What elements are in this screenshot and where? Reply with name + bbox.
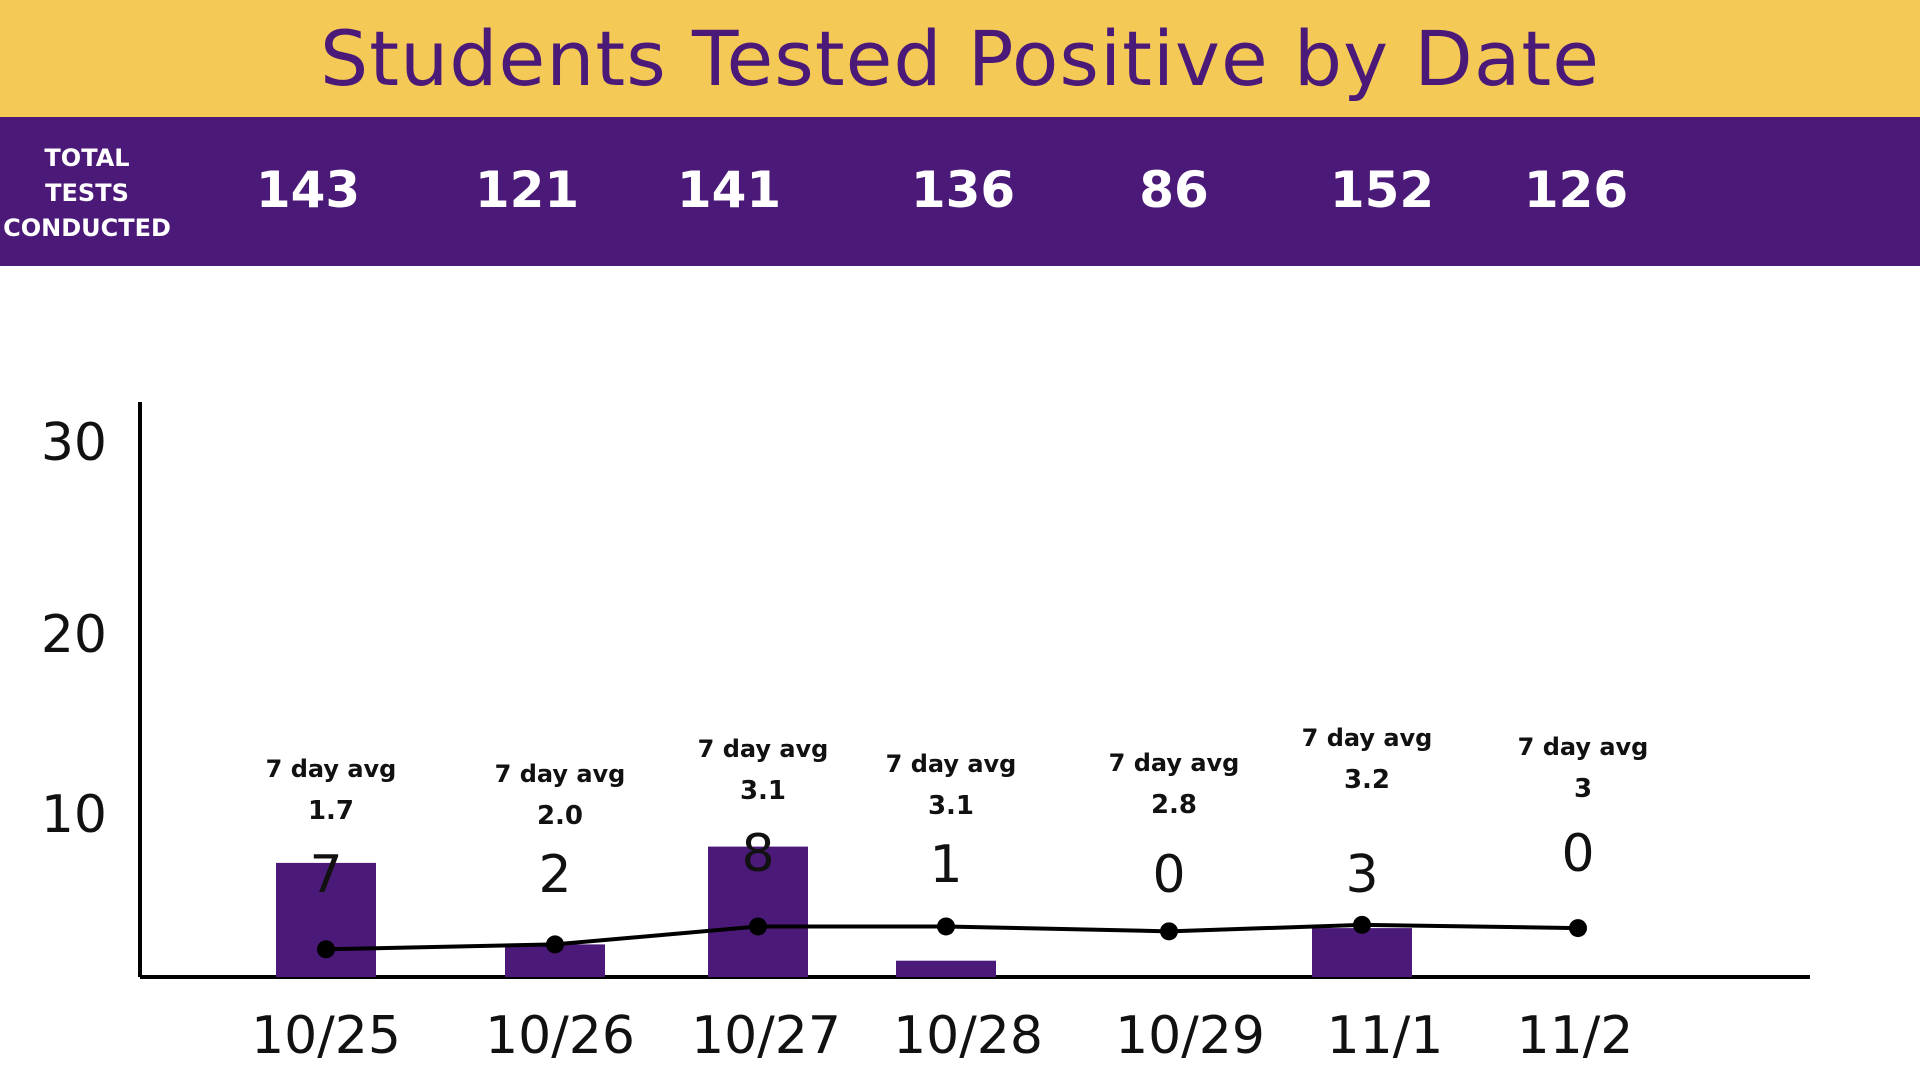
x-tick-label: 11/1 <box>1327 1006 1444 1066</box>
avg-caption: 7 day avg <box>266 755 397 783</box>
bar <box>896 960 996 977</box>
bar-value-label: 1 <box>929 835 962 895</box>
title-banner: Students Tested Positive by Date <box>0 0 1920 117</box>
x-tick-label: 11/2 <box>1517 1006 1634 1066</box>
avg-point <box>1160 922 1178 941</box>
total-tests-value: 136 <box>910 161 1016 219</box>
avg-value-label: 3 <box>1574 774 1592 804</box>
avg-value-label: 1.7 <box>308 796 354 826</box>
chart-title: Students Tested Positive by Date <box>320 14 1600 103</box>
bar-value-label: 0 <box>1152 845 1185 905</box>
avg-point <box>546 935 564 954</box>
x-tick-label: 10/26 <box>485 1006 635 1066</box>
bar-value-label: 8 <box>741 824 774 884</box>
avg-value-label: 3.1 <box>740 776 786 806</box>
avg-caption: 7 day avg <box>495 760 626 788</box>
avg-value-label: 2.0 <box>537 801 583 831</box>
avg-point <box>317 940 335 959</box>
total-tests-value: 121 <box>474 161 580 219</box>
avg-value-label: 3.2 <box>1344 765 1390 795</box>
avg-point <box>749 917 767 936</box>
avg-caption: 7 day avg <box>886 750 1017 778</box>
avg-caption: 7 day avg <box>1109 749 1240 777</box>
y-tick-label: 20 <box>41 605 107 665</box>
total-tests-value: 126 <box>1523 161 1629 219</box>
avg-point <box>937 917 955 936</box>
y-tick-label: 30 <box>41 413 107 473</box>
bar-value-label: 7 <box>309 845 342 905</box>
avg-value-label: 2.8 <box>1151 790 1197 820</box>
total-tests-value: 143 <box>255 161 361 219</box>
total-tests-value: 86 <box>1139 161 1209 219</box>
total-tests-label-line: CONDUCTED <box>3 214 171 242</box>
total-tests-value: 152 <box>1329 161 1435 219</box>
bar <box>1312 928 1412 977</box>
bar-value-label: 2 <box>538 845 571 905</box>
bar-value-label: 3 <box>1345 845 1378 905</box>
total-tests-label-line: TOTAL <box>44 144 130 172</box>
avg-point <box>1353 915 1371 934</box>
total-tests-label: TOTAL TESTS CONDUCTED <box>0 141 174 246</box>
x-tick-label: 10/29 <box>1115 1006 1265 1066</box>
x-tick-label: 10/28 <box>893 1006 1043 1066</box>
bar-value-label: 0 <box>1561 824 1594 884</box>
avg-caption: 7 day avg <box>1302 724 1433 752</box>
avg-point <box>1569 919 1587 938</box>
y-tick-label: 10 <box>41 785 107 845</box>
x-tick-label: 10/27 <box>691 1006 841 1066</box>
avg-caption: 7 day avg <box>1518 733 1649 761</box>
total-tests-banner: TOTAL TESTS CONDUCTED 143 121 141 136 86… <box>0 117 1920 266</box>
x-tick-label: 10/25 <box>251 1006 401 1066</box>
total-tests-value: 141 <box>676 161 782 219</box>
bar <box>708 846 808 977</box>
avg-caption: 7 day avg <box>698 735 829 763</box>
total-tests-label-line: TESTS <box>45 179 129 207</box>
avg-value-label: 3.1 <box>928 791 974 821</box>
